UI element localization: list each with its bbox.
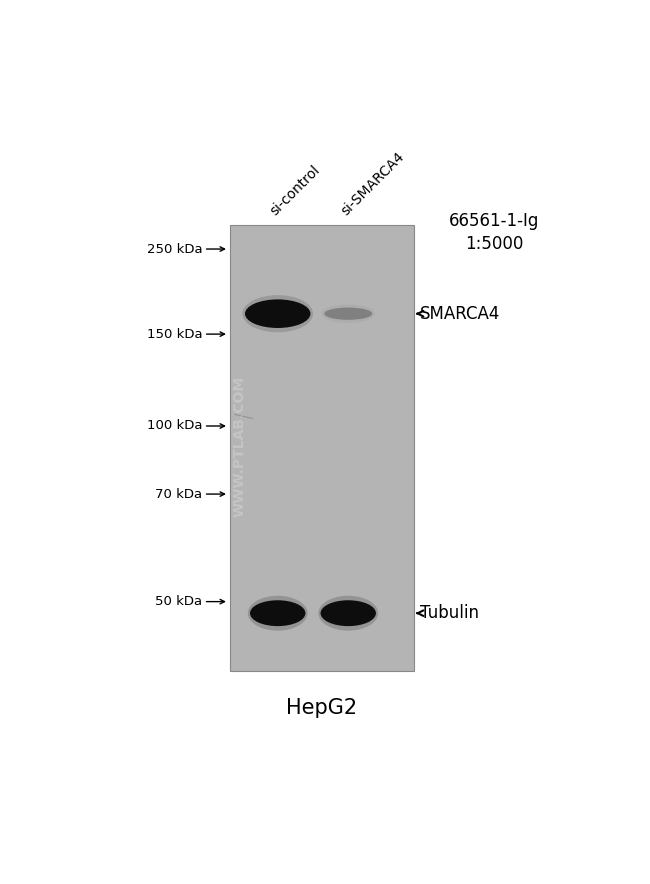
Ellipse shape: [322, 304, 374, 323]
Ellipse shape: [250, 600, 306, 626]
Text: Tubulin: Tubulin: [420, 604, 479, 622]
Ellipse shape: [248, 596, 307, 630]
Text: HepG2: HepG2: [287, 698, 358, 719]
Text: 50 kDa: 50 kDa: [155, 595, 202, 608]
Text: si-control: si-control: [268, 164, 323, 218]
Text: 100 kDa: 100 kDa: [147, 420, 202, 432]
Ellipse shape: [242, 295, 313, 332]
Text: 250 kDa: 250 kDa: [146, 242, 202, 255]
Bar: [230, 225, 413, 671]
Text: 150 kDa: 150 kDa: [146, 328, 202, 340]
Text: si-SMARCA4: si-SMARCA4: [339, 149, 407, 218]
Ellipse shape: [320, 600, 376, 626]
Ellipse shape: [318, 596, 378, 630]
Text: SMARCA4: SMARCA4: [420, 305, 500, 323]
Ellipse shape: [245, 300, 311, 328]
Ellipse shape: [324, 308, 372, 320]
Text: 70 kDa: 70 kDa: [155, 488, 202, 500]
Text: 66561-1-Ig
1:5000: 66561-1-Ig 1:5000: [449, 211, 540, 253]
Text: WWW.PTLAB.COM: WWW.PTLAB.COM: [233, 376, 247, 517]
